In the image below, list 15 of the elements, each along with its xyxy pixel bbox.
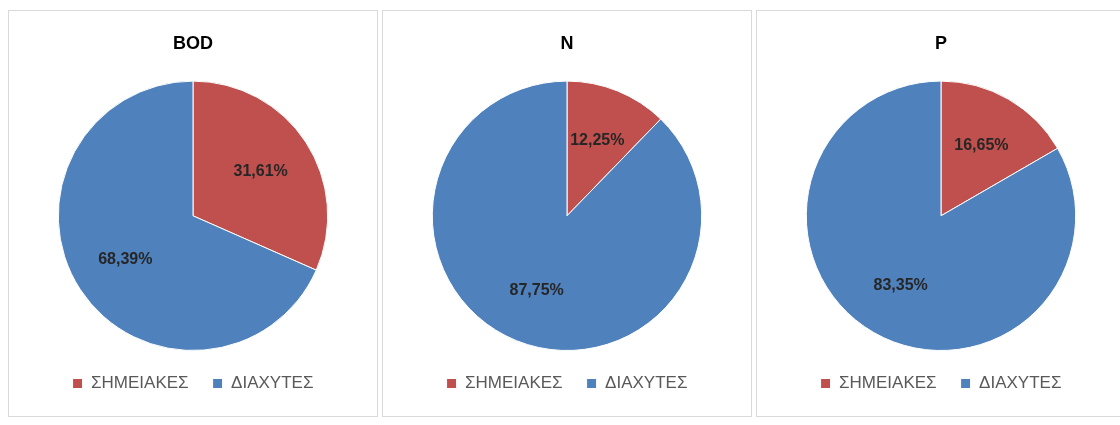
legend-label: ΔΙΑΧΥΤΕΣ <box>605 373 688 393</box>
legend-label: ΣΗΜΕΙΑΚΕΣ <box>465 373 563 393</box>
legend-label: ΔΙΑΧΥΤΕΣ <box>979 373 1062 393</box>
chart-title: BOD <box>173 32 213 53</box>
data-label: 31,61% <box>233 162 288 180</box>
legend-label: ΣΗΜΕΙΑΚΕΣ <box>839 373 937 393</box>
chart-title: P <box>934 32 948 53</box>
chart-title: N <box>560 32 574 53</box>
data-label: 87,75% <box>509 281 564 299</box>
data-label: 83,35% <box>873 276 928 294</box>
legend-label: ΣΗΜΕΙΑΚΕΣ <box>91 373 189 393</box>
data-label: 16,65% <box>954 136 1009 154</box>
data-label: 68,39% <box>98 250 153 268</box>
data-label: 12,25% <box>570 131 625 149</box>
legend-label: ΔΙΑΧΥΤΕΣ <box>231 373 314 393</box>
